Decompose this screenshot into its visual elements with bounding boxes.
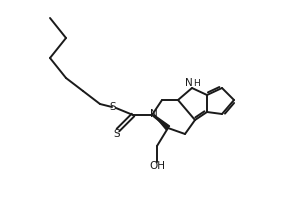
- Text: N: N: [185, 78, 193, 88]
- Text: H: H: [193, 79, 200, 88]
- Polygon shape: [154, 115, 170, 130]
- Text: N: N: [150, 109, 158, 119]
- Text: S: S: [114, 129, 120, 139]
- Text: S: S: [110, 102, 116, 112]
- Text: OH: OH: [149, 161, 165, 171]
